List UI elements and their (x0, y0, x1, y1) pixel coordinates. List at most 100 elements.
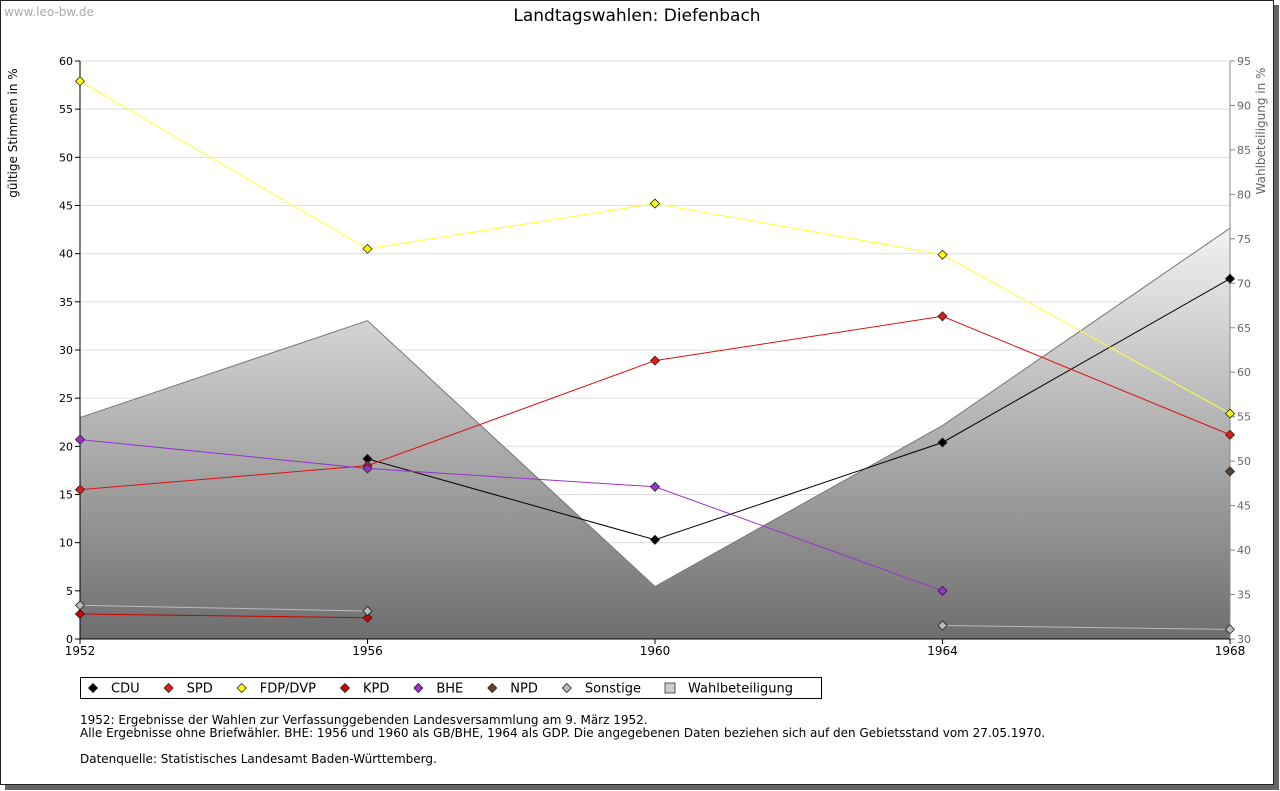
series-line-bhe (79, 439, 943, 592)
legend-marker-bhe (413, 682, 424, 694)
legend-label-wahlbeteiligung: Wahlbeteiligung (688, 682, 793, 697)
data-point-sonstige (74, 600, 86, 611)
border-shadow-right (1274, 5, 1279, 787)
y2-tick-label: 95 (1237, 55, 1251, 68)
data-point-fdp-dvp (362, 243, 373, 254)
data-point-cdu (649, 534, 661, 545)
series-kpd (74, 608, 373, 623)
series-line-cdu (367, 278, 1231, 541)
legend-marker-fdp-dvp (236, 682, 247, 694)
y2-tick-label: 75 (1237, 233, 1251, 246)
x-tick-label: 1952 (65, 644, 96, 658)
data-point-spd (74, 484, 86, 495)
y2-tick-label: 60 (1237, 366, 1251, 379)
data-point-spd (1224, 429, 1236, 440)
y2-tick-label: 70 (1237, 277, 1251, 290)
series-cdu (362, 273, 1236, 545)
x-tick-label: 1956 (352, 644, 383, 658)
legend-label-cdu: CDU (111, 682, 140, 697)
y-tick-label: 5 (66, 585, 73, 598)
y-tick-label: 10 (59, 537, 73, 550)
series-line-sonstige (942, 625, 1231, 630)
x-tick-label: 1968 (1215, 644, 1246, 658)
series-line-kpd (79, 613, 368, 619)
y2-tick-label: 55 (1237, 411, 1251, 424)
legend-label-sonstige: Sonstige (585, 682, 641, 697)
series-bhe (74, 434, 948, 596)
data-point-npd (1224, 466, 1236, 477)
series-npd (1224, 466, 1236, 477)
legend-marker-wahlbeteiligung (664, 682, 676, 694)
legend-marker-kpd (339, 682, 351, 694)
y-tick-label: 40 (59, 248, 73, 261)
y-tick-label: 30 (59, 344, 73, 357)
y-axis-label: gültige Stimmen in % (6, 68, 20, 197)
data-point-sonstige (362, 605, 373, 617)
data-point-bhe (362, 463, 373, 474)
series-sonstige (74, 600, 1236, 635)
turnout-area (79, 227, 1231, 639)
legend-label-kpd: KPD (363, 682, 389, 697)
data-point-cdu (1224, 273, 1236, 284)
y-tick-label: 35 (59, 296, 73, 309)
turnout-area-fill (80, 228, 1230, 639)
legend-label-fdp-dvp: FDP/DVP (260, 682, 316, 697)
y2-tick-label: 35 (1237, 589, 1251, 602)
series-line-sonstige (79, 604, 368, 612)
legend-marker-sonstige (561, 682, 572, 694)
data-point-bhe (937, 585, 948, 596)
y2-tick-label: 40 (1237, 544, 1251, 557)
legend-label-npd: NPD (510, 682, 538, 697)
y2-tick-label: 30 (1237, 633, 1251, 646)
watermark: www.leo-bw.de (4, 5, 94, 19)
y2-tick-label: 45 (1237, 500, 1251, 513)
data-point-fdp-dvp (1224, 408, 1236, 419)
y2-tick-label: 65 (1237, 322, 1251, 335)
data-point-bhe (649, 481, 661, 492)
y2-tick-label: 85 (1237, 144, 1251, 157)
legend-label-bhe: BHE (436, 682, 463, 697)
note-briefwaehler: Alle Ergebnisse ohne Briefwähler. BHE: 1… (80, 726, 1046, 740)
chart-title: Landtagswahlen: Diefenbach (513, 6, 760, 26)
y-tick-label: 45 (59, 200, 73, 213)
data-point-kpd (362, 612, 373, 623)
series-fdp-dvp (74, 76, 1236, 419)
axes: 0 5 10 15 20 25 30 35 40 45 50 55 60 30 35 40 45 50 55 60 65… (59, 55, 1251, 658)
data-point-spd (937, 311, 948, 322)
y-tick-label: 50 (59, 151, 73, 164)
y-tick-label: 15 (59, 489, 73, 502)
border-shadow-bottom (5, 785, 1279, 790)
data-point-fdp-dvp (937, 249, 948, 260)
x-tick-label: 1964 (927, 644, 958, 658)
y-tick-label: 20 (59, 440, 73, 453)
data-point-fdp-dvp (74, 76, 86, 87)
y-tick-label: 25 (59, 392, 73, 405)
y2-tick-label: 90 (1237, 99, 1251, 112)
series-spd (74, 311, 1236, 495)
turnout-area-outline (79, 227, 1231, 588)
series-layer (74, 76, 1236, 635)
data-point-kpd (74, 608, 86, 620)
y-tick-label: 55 (59, 103, 73, 116)
legend: CDU SPD FDP/DVP KPD BHE NPD Sonstige Wahlbeteil… (80, 677, 822, 699)
note-1952: 1952: Ergebnisse der Wahlen zur Verfassu… (80, 713, 648, 727)
x-tick-label: 1960 (640, 644, 671, 658)
legend-marker-cdu (87, 682, 99, 694)
data-point-sonstige (1224, 624, 1236, 635)
data-point-fdp-dvp (649, 198, 661, 209)
legend-label-spd: SPD (187, 682, 213, 697)
data-point-sonstige (937, 620, 948, 631)
y-tick-label: 0 (66, 633, 73, 646)
y2-tick-label: 50 (1237, 455, 1251, 468)
note-datenquelle: Datenquelle: Statistisches Landesamt Bad… (80, 752, 437, 766)
legend-marker-npd (487, 682, 498, 694)
legend-box (80, 677, 822, 699)
data-point-bhe (74, 434, 86, 445)
data-point-spd (649, 355, 661, 366)
y2-axis-label: Wahlbeteiligung in % (1254, 68, 1268, 195)
y2-tick-label: 80 (1237, 188, 1251, 201)
legend-marker-spd (163, 682, 174, 694)
data-point-cdu (937, 437, 948, 448)
y-tick-label: 60 (59, 55, 73, 68)
